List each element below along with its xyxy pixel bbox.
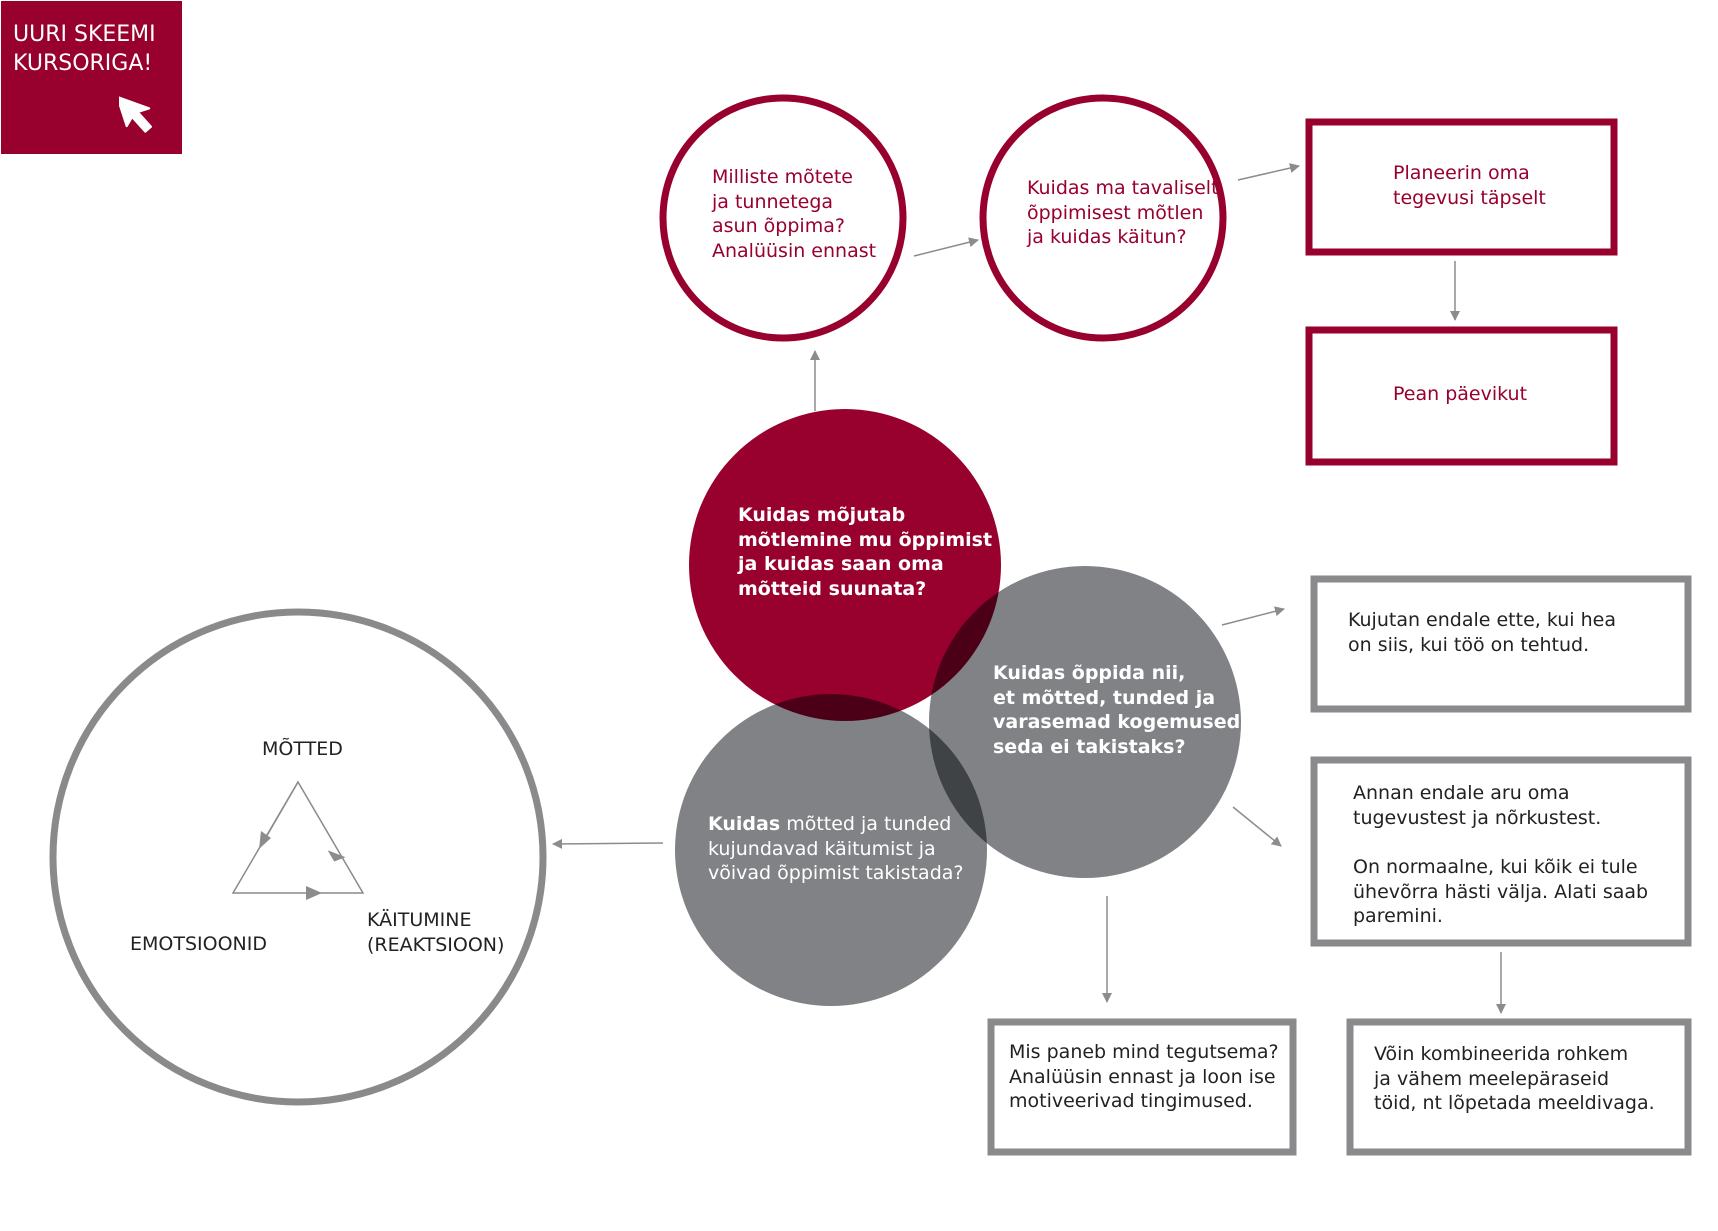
thinking-text: Kuidas mõjutab mõtlemine mu õppimist ja …: [738, 504, 993, 601]
thinking-circle[interactable]: [689, 409, 1001, 721]
arrow-obstacles-to-strengths: [1232, 806, 1282, 847]
combine-box[interactable]: [1346, 1018, 1692, 1156]
diary-box[interactable]: [1305, 326, 1618, 466]
cycle-label-behavior: KÄITUMINE (REAKTSIOON): [367, 909, 505, 956]
cycle-arrowhead-right: [327, 850, 346, 862]
behavior-circle[interactable]: [675, 694, 987, 1006]
arrow-habits-to-plan: [1237, 163, 1300, 181]
motivation-text: Mis paneb mind tegutsema? Analüüsin enna…: [1009, 1041, 1279, 1113]
cycle-arrowhead-left: [259, 831, 271, 849]
obstacles-text: Kuidas õppida nii, et mõtted, tunded ja …: [993, 662, 1241, 759]
strengths-text: Annan endale aru oma tugevustest ja nõrk…: [1353, 782, 1649, 928]
arrow-obstacles-to-imagine: [1221, 606, 1285, 626]
analyze-circle[interactable]: [659, 94, 907, 342]
obstacles-circle[interactable]: [929, 566, 1241, 878]
cycle-arrow-thoughts-to-emotions: [264, 781, 299, 840]
strengths-box[interactable]: [1310, 756, 1692, 947]
cycle-label-thoughts: MÕTTED: [262, 738, 343, 760]
behavior-text-rest: mõtted ja tunded kujundavad käitumist ja…: [708, 813, 964, 885]
arrow-behavior-to-cycle: [552, 838, 664, 849]
explore-badge-label: UURI SKEEMI KURSORIGA!: [13, 22, 156, 76]
cycle-label-emotions: EMOTSIOONID: [130, 933, 267, 955]
plan-box[interactable]: [1305, 118, 1618, 256]
cycle-outer-circle: [49, 608, 547, 1106]
arrow-analyze-to-habits: [913, 237, 979, 257]
diary-text: Pean päevikut: [1393, 383, 1528, 405]
analyze-text: Milliste mõtete ja tunnetega asun õppima…: [712, 166, 877, 263]
behavior-text: Kuidas mõtted ja tunded kujundavad käitu…: [708, 812, 964, 886]
plan-text: Planeerin oma tegevusi täpselt: [1393, 162, 1546, 209]
imagine-box[interactable]: [1310, 575, 1692, 713]
habits-circle[interactable]: [979, 94, 1227, 342]
cycle-arrowhead-bottom: [306, 886, 322, 900]
habits-text: Kuidas ma tavaliselt õppimisest mõtlen j…: [1027, 177, 1219, 249]
explore-badge[interactable]: UURI SKEEMI KURSORIGA!: [1, 1, 182, 154]
motivation-box[interactable]: [987, 1018, 1297, 1156]
combine-text: Võin kombineerida rohkem ja vähem meelep…: [1374, 1043, 1655, 1115]
imagine-text: Kujutan endale ette, kui hea on siis, ku…: [1348, 609, 1617, 656]
cursor-arrow-icon: [119, 95, 153, 133]
behavior-text-bold: Kuidas: [708, 813, 781, 835]
